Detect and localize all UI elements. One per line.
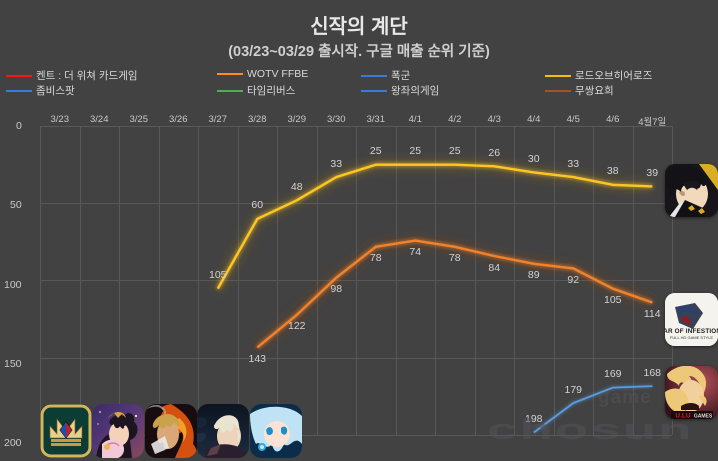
svg-text:U.LU: U.LU: [675, 413, 690, 420]
svg-text:WAR OF INFESTIONS: WAR OF INFESTIONS: [665, 328, 718, 335]
svg-text:GAMES: GAMES: [694, 414, 713, 420]
svg-text:FULL HD GAME STYLE: FULL HD GAME STYLE: [670, 335, 714, 340]
